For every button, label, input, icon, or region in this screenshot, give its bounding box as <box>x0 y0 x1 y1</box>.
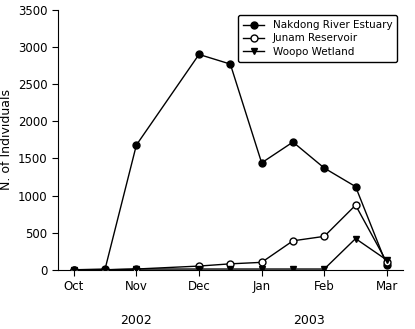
Line: Woopo Wetland: Woopo Wetland <box>70 235 391 273</box>
Woopo Wetland <box>228 267 233 271</box>
Nakdong River Estuary <box>197 52 202 56</box>
Woopo Wetland <box>322 267 327 271</box>
Woopo Wetland <box>134 267 139 271</box>
Woopo Wetland <box>71 268 76 272</box>
Nakdong River Estuary <box>353 185 358 189</box>
Nakdong River Estuary <box>384 263 389 267</box>
Line: Nakdong River Estuary: Nakdong River Estuary <box>70 51 391 273</box>
Nakdong River Estuary <box>134 143 139 147</box>
Woopo Wetland <box>103 268 107 272</box>
Woopo Wetland <box>290 267 295 271</box>
Woopo Wetland <box>259 267 264 271</box>
Junam Reservoir <box>134 267 139 271</box>
Junam Reservoir <box>353 203 358 207</box>
Junam Reservoir <box>259 260 264 264</box>
Nakdong River Estuary <box>322 166 327 170</box>
Text: 2003: 2003 <box>293 314 325 327</box>
Nakdong River Estuary <box>71 268 76 272</box>
Nakdong River Estuary <box>290 140 295 144</box>
Junam Reservoir <box>290 239 295 243</box>
Text: 2002: 2002 <box>120 314 152 327</box>
Junam Reservoir <box>322 234 327 238</box>
Nakdong River Estuary <box>228 62 233 66</box>
Woopo Wetland <box>197 267 202 271</box>
Junam Reservoir <box>103 268 107 272</box>
Y-axis label: N. of Individuals: N. of Individuals <box>0 89 12 190</box>
Line: Junam Reservoir: Junam Reservoir <box>70 202 391 273</box>
Woopo Wetland <box>353 237 358 240</box>
Junam Reservoir <box>228 262 233 266</box>
Legend: Nakdong River Estuary, Junam Reservoir, Woopo Wetland: Nakdong River Estuary, Junam Reservoir, … <box>238 15 397 62</box>
Junam Reservoir <box>384 260 389 264</box>
Nakdong River Estuary <box>103 267 107 271</box>
Junam Reservoir <box>71 268 76 272</box>
Nakdong River Estuary <box>259 161 264 165</box>
Junam Reservoir <box>197 264 202 268</box>
Woopo Wetland <box>384 258 389 262</box>
